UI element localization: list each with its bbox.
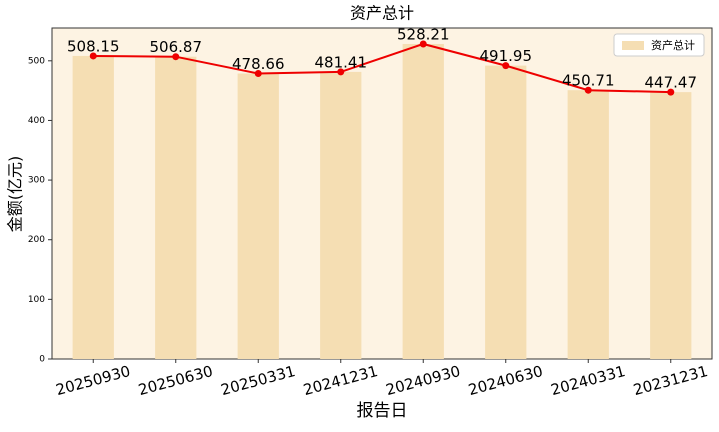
bar xyxy=(237,73,279,359)
line-point xyxy=(89,52,97,60)
data-label: 450.71 xyxy=(562,72,615,90)
x-axis-label: 报告日 xyxy=(357,401,408,421)
x-tick-label: 20250930 xyxy=(54,362,132,399)
data-label: 478.66 xyxy=(232,55,285,73)
y-axis-label: 金额(亿元) xyxy=(6,156,25,233)
x-tick-label: 20241231 xyxy=(301,362,379,399)
legend-label: 资产总计 xyxy=(651,38,695,52)
y-tick-label: 400 xyxy=(28,116,45,126)
x-tick-label: 20250331 xyxy=(219,362,297,399)
y-tick-label: 500 xyxy=(28,56,45,66)
chart-title: 资产总计 xyxy=(350,4,414,23)
y-tick-label: 300 xyxy=(28,176,45,186)
bar xyxy=(155,56,197,359)
x-tick-label: 20240331 xyxy=(549,362,627,399)
x-tick-label: 20240930 xyxy=(384,362,462,399)
line-point xyxy=(667,88,675,96)
x-tick-label: 20231231 xyxy=(631,362,709,399)
bar xyxy=(402,43,444,360)
x-tick-label: 20240630 xyxy=(466,362,544,399)
line-point xyxy=(419,40,427,48)
line-point xyxy=(584,86,592,94)
data-label: 491.95 xyxy=(480,47,533,65)
data-label: 481.41 xyxy=(315,53,368,71)
data-label: 528.21 xyxy=(397,25,450,43)
bar xyxy=(72,55,114,360)
line-point xyxy=(172,53,180,61)
legend-swatch xyxy=(622,41,644,50)
data-label: 447.47 xyxy=(645,74,698,92)
y-tick-label: 0 xyxy=(39,355,45,365)
bar xyxy=(320,71,362,360)
data-label: 506.87 xyxy=(150,38,203,56)
y-tick-label: 200 xyxy=(28,235,45,245)
line-point xyxy=(337,68,345,76)
data-label: 508.15 xyxy=(67,37,120,55)
bar xyxy=(650,92,692,360)
line-point xyxy=(502,62,510,70)
y-tick-label: 100 xyxy=(28,295,45,305)
bar xyxy=(567,90,609,359)
legend-box xyxy=(613,33,705,57)
line xyxy=(93,42,671,94)
line-point xyxy=(254,70,262,78)
bar xyxy=(485,65,527,360)
x-tick-label: 20250630 xyxy=(136,362,214,399)
